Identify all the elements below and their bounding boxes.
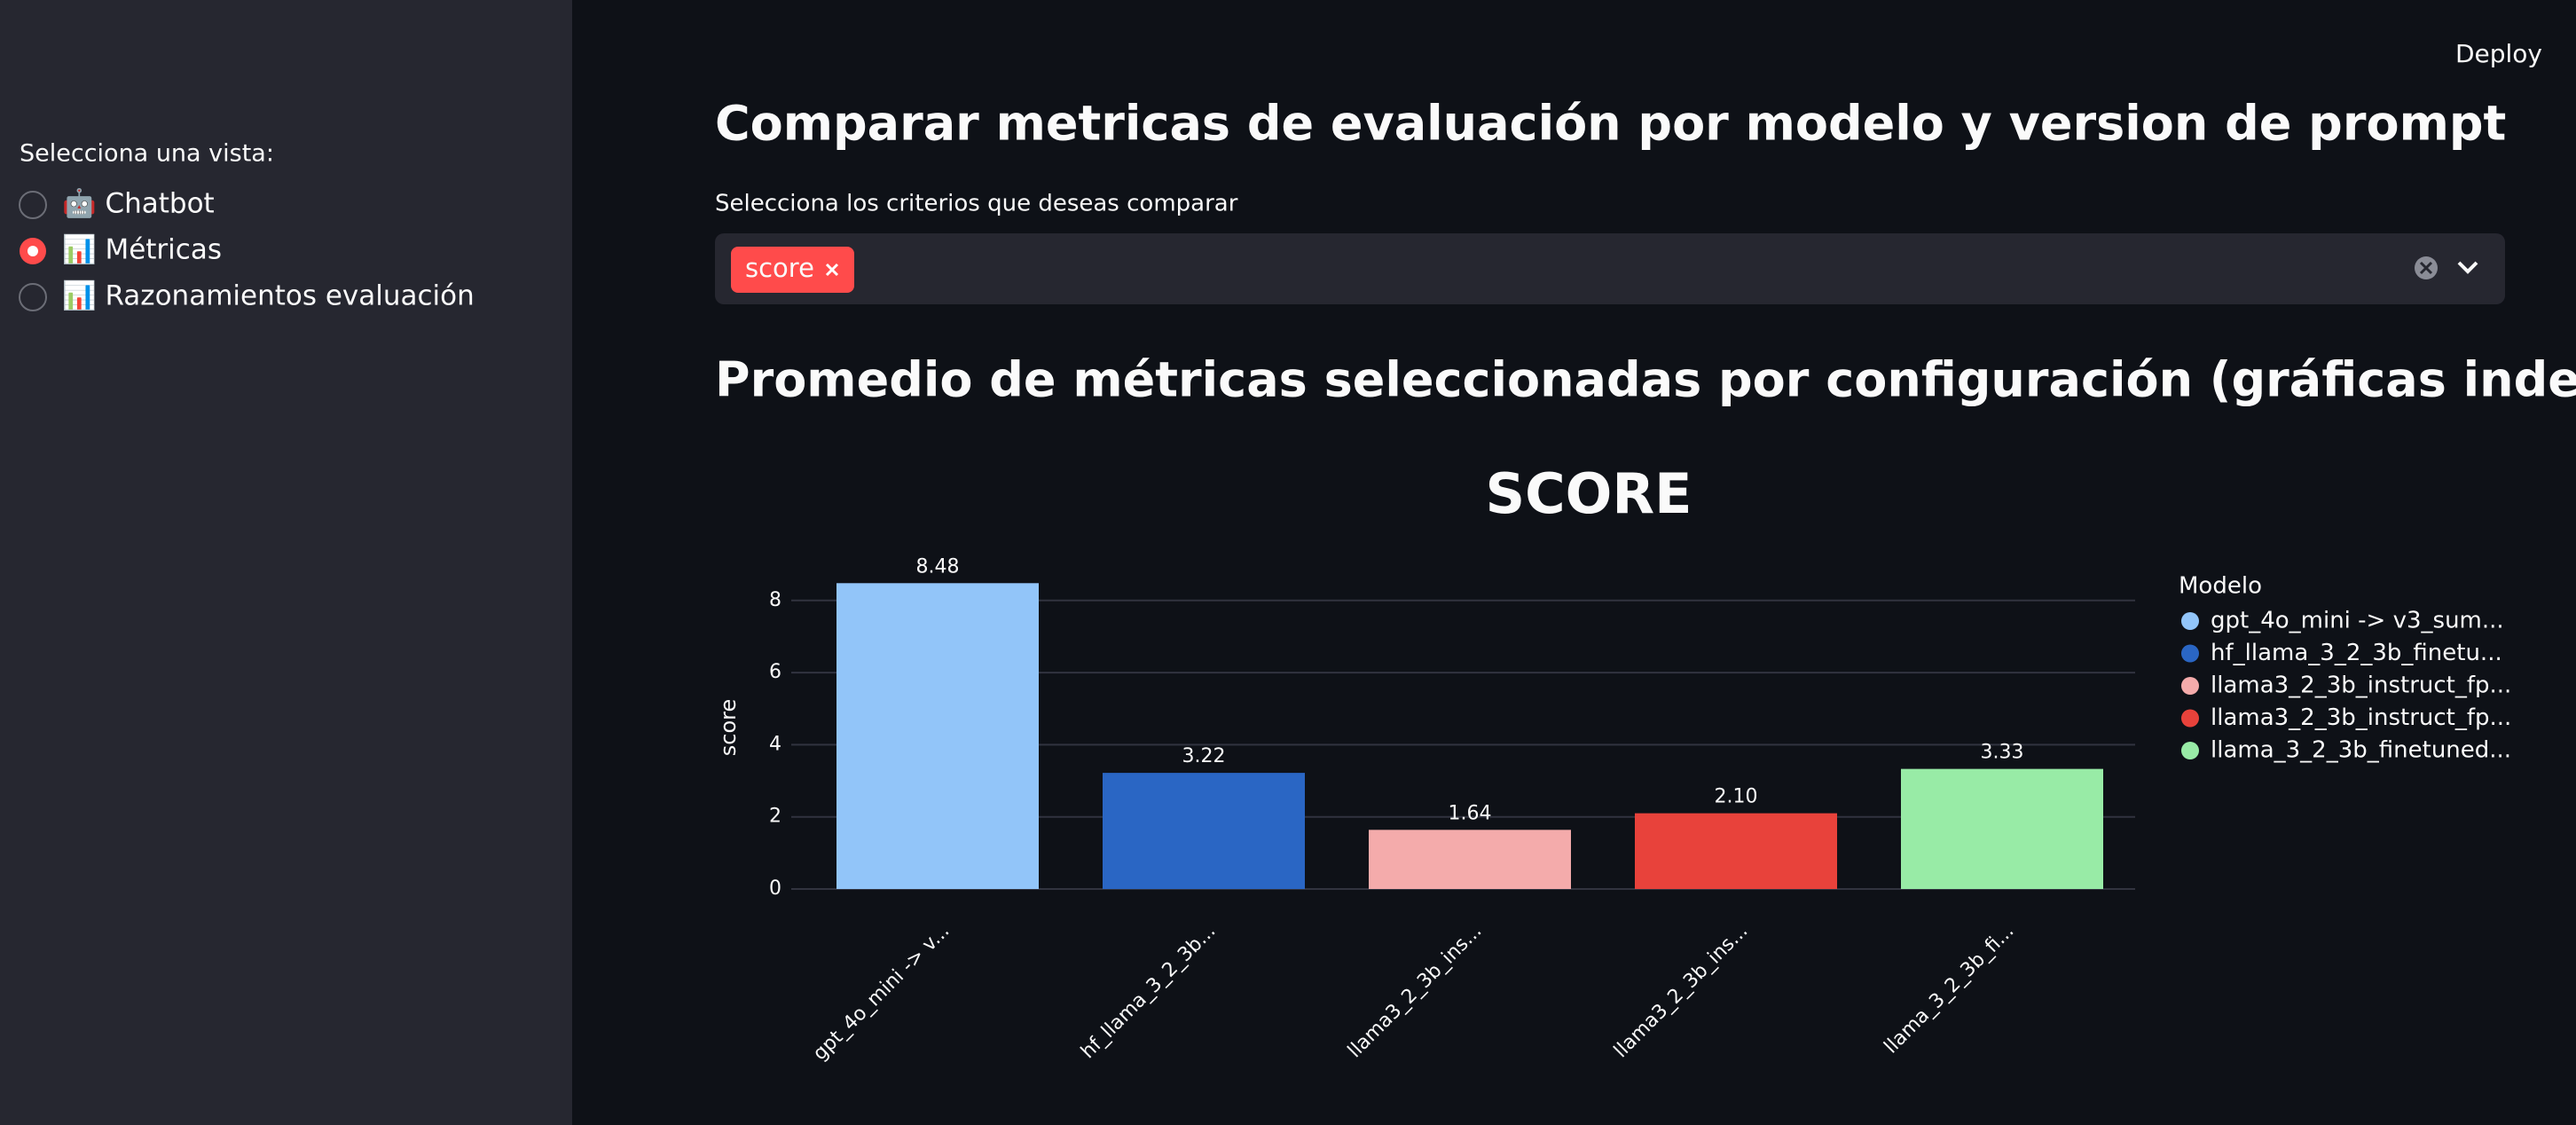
- x-tick-label: llama_3_2_3b_fi...: [1881, 920, 2019, 1058]
- y-tick-label: 8: [769, 589, 781, 611]
- value-label: 8.48: [916, 555, 960, 578]
- x-tick-label: llama3_2_3b_ins...: [1610, 920, 1753, 1063]
- multiselect[interactable]: [715, 233, 2505, 304]
- chip-remove[interactable]: [825, 263, 839, 277]
- legend-label[interactable]: llama3_2_3b_instruct_fp...: [2211, 704, 2511, 731]
- radio[interactable]: [19, 283, 47, 311]
- multiselect-label: Selecciona los criterios que deseas comp…: [715, 191, 1238, 217]
- bar: [1635, 813, 1837, 889]
- legend-title: Modelo: [2179, 573, 2262, 600]
- y-tick-label: 0: [769, 877, 781, 900]
- x-tick-label: gpt_4o_mini -> v...: [809, 920, 954, 1066]
- radio-option[interactable]: 📊 Métricas: [62, 233, 222, 266]
- bar: [1369, 830, 1571, 889]
- dropdown-chevron[interactable]: [2457, 261, 2478, 274]
- deploy-button[interactable]: Deploy: [2455, 39, 2542, 68]
- legend-label[interactable]: llama3_2_3b_instruct_fp...: [2211, 673, 2511, 699]
- bar: [836, 583, 1039, 889]
- radio-option[interactable]: 📊 Razonamientos evaluación: [62, 279, 475, 312]
- legend-marker[interactable]: [2181, 677, 2199, 695]
- value-label: 3.22: [1182, 745, 1226, 767]
- bar: [1103, 773, 1305, 889]
- chip[interactable]: [731, 247, 854, 293]
- legend-label[interactable]: hf_llama_3_2_3b_finetu...: [2211, 640, 2502, 666]
- legend-label[interactable]: llama_3_2_3b_finetuned...: [2211, 737, 2511, 764]
- page-title: Comparar metricas de evaluación por mode…: [715, 96, 2506, 152]
- legend-label[interactable]: gpt_4o_mini -> v3_sum...: [2211, 608, 2504, 634]
- radio-label: Selecciona una vista:: [20, 140, 274, 168]
- bar: [1901, 768, 2103, 889]
- radio-option[interactable]: 🤖 Chatbot: [62, 187, 215, 220]
- legend-marker[interactable]: [2181, 644, 2199, 663]
- section-title: Promedio de métricas seleccionadas por c…: [715, 352, 2576, 408]
- y-tick-label: 6: [769, 661, 781, 683]
- radio-dot: [27, 246, 38, 256]
- x-tick-label: llama3_2_3b_ins...: [1344, 920, 1487, 1063]
- clear-icon-x: [2419, 261, 2433, 275]
- sidebar: [0, 0, 572, 1125]
- chip-label: score: [745, 253, 814, 283]
- legend-marker[interactable]: [2181, 709, 2199, 728]
- y-tick-label: 4: [769, 733, 781, 755]
- legend-marker[interactable]: [2181, 612, 2199, 630]
- value-label: 1.64: [1449, 802, 1492, 824]
- x-tick-label: hf_llama_3_2_3b...: [1077, 920, 1220, 1063]
- chart-title: SCORE: [1486, 461, 1692, 526]
- legend-marker[interactable]: [2181, 742, 2199, 759]
- value-label: 3.33: [1981, 742, 2024, 764]
- value-label: 2.10: [1715, 786, 1758, 808]
- y-tick-label: 2: [769, 806, 781, 828]
- y-axis-label: score: [716, 699, 741, 757]
- radio[interactable]: [19, 191, 47, 219]
